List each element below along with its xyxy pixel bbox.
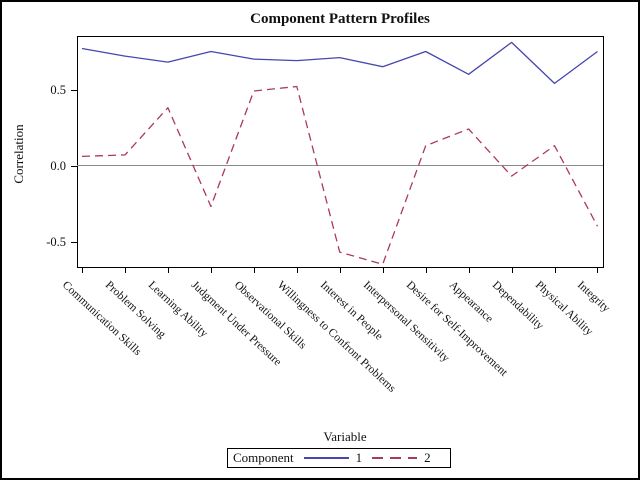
legend-entry-label-2: 2	[424, 450, 431, 465]
y-tick-label: 0.0	[50, 159, 66, 173]
y-tick-label: 0.5	[50, 83, 66, 97]
x-axis-title: Variable	[323, 429, 367, 444]
legend-line-sample-2	[372, 457, 418, 459]
plot-frame	[77, 36, 604, 268]
legend: Component 1 2	[227, 448, 451, 468]
series-line-1	[81, 41, 598, 85]
chart-title: Component Pattern Profiles	[250, 11, 430, 27]
legend-entry-label-1: 1	[355, 450, 363, 465]
series-line-2	[81, 85, 599, 265]
legend-title: Component	[233, 450, 294, 465]
y-tick-label: -0.5	[46, 235, 66, 249]
legend-line-sample-1	[303, 457, 349, 459]
